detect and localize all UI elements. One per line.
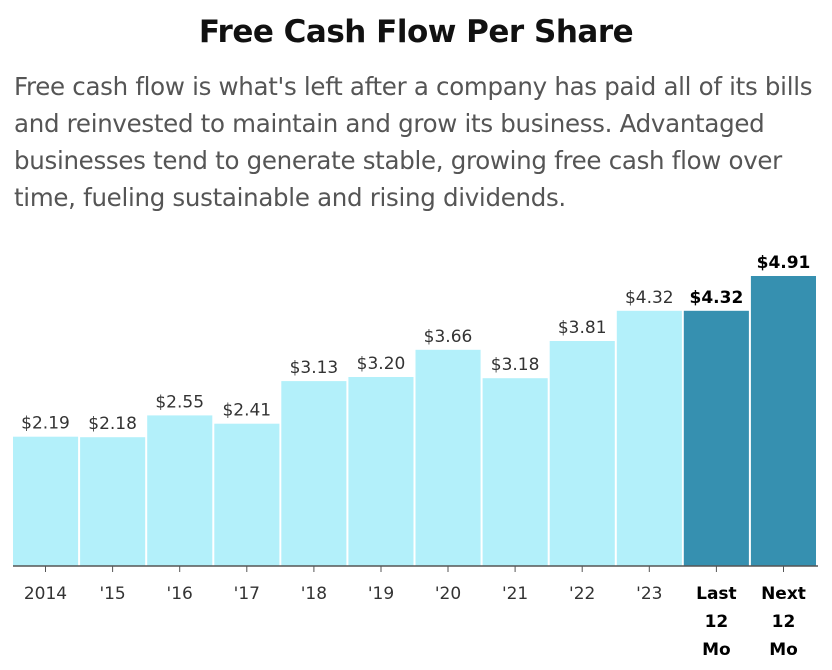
value-label-11: $4.91: [757, 253, 811, 273]
x-tick-label-4: '18: [301, 584, 327, 604]
x-axis-ticks-layer: 2014'15'16'17'18'19'20'21'22'23 Last 12 MoN…: [24, 566, 806, 660]
x-tick-label-10-line-0: Last: [696, 584, 737, 604]
bar-10: [683, 310, 749, 566]
value-label-9: $4.32: [625, 288, 674, 308]
value-label-4: $3.13: [290, 358, 339, 378]
x-tick-label-9-line-0: '23: [636, 584, 662, 604]
x-tick-label-7-line-0: '21: [502, 584, 528, 604]
x-tick-label-0: 2014: [24, 584, 67, 604]
bar-2: [147, 415, 213, 566]
x-tick-label-2-line-0: '16: [167, 584, 193, 604]
bar-4: [281, 381, 347, 566]
value-label-7: $3.18: [491, 355, 540, 375]
x-tick-label-9: '23: [636, 584, 662, 604]
bar-7: [482, 378, 548, 566]
x-tick-label-10: Last 12 Mo: [696, 584, 737, 660]
value-label-8: $3.81: [558, 318, 607, 338]
value-label-0: $2.19: [21, 414, 70, 434]
bar-9: [616, 310, 682, 566]
x-tick-label-6: '20: [435, 584, 461, 604]
value-labels-layer: $2.19 $2.18 $2.55 $2.41 $3.13 $3.20 $3.66 $3.18…: [21, 253, 810, 434]
value-label-6: $3.66: [424, 327, 473, 347]
x-tick-label-3: '17: [234, 584, 260, 604]
x-tick-label-1-line-0: '15: [99, 584, 125, 604]
x-tick-label-10-line-1: 12: [705, 612, 729, 632]
x-tick-label-5-line-0: '19: [368, 584, 394, 604]
bar-1: [80, 437, 146, 566]
x-tick-label-11: Next 12 Mo: [761, 584, 806, 660]
value-label-5: $3.20: [357, 354, 406, 374]
x-tick-label-11-line-1: 12: [772, 612, 796, 632]
x-tick-label-11-line-0: Next: [761, 584, 806, 604]
chart-title: Free Cash Flow Per Share: [198, 14, 634, 50]
x-tick-label-3-line-0: '17: [234, 584, 260, 604]
x-tick-label-6-line-0: '20: [435, 584, 461, 604]
x-tick-label-0-line-0: 2014: [24, 584, 67, 604]
bar-11: [750, 276, 816, 566]
chart-description: Free cash flow is what's left after a co…: [14, 72, 813, 212]
bar-5: [348, 377, 414, 566]
bar-0: [13, 436, 79, 566]
bar-3: [214, 423, 280, 566]
x-tick-label-7: '21: [502, 584, 528, 604]
value-label-2: $2.55: [155, 392, 204, 412]
bar-6: [415, 349, 481, 566]
value-label-10: $4.32: [690, 288, 744, 308]
x-tick-label-1: '15: [99, 584, 125, 604]
x-tick-label-4-line-0: '18: [301, 584, 327, 604]
x-tick-label-11-line-2: Mo: [769, 640, 798, 660]
x-tick-label-10-line-2: Mo: [702, 640, 731, 660]
x-tick-label-5: '19: [368, 584, 394, 604]
x-tick-label-2: '16: [167, 584, 193, 604]
value-label-3: $2.41: [222, 401, 271, 421]
bar-8: [549, 341, 615, 566]
x-tick-label-8: '22: [569, 584, 595, 604]
value-label-1: $2.18: [88, 414, 137, 434]
x-tick-label-8-line-0: '22: [569, 584, 595, 604]
bars-layer: [13, 276, 816, 566]
